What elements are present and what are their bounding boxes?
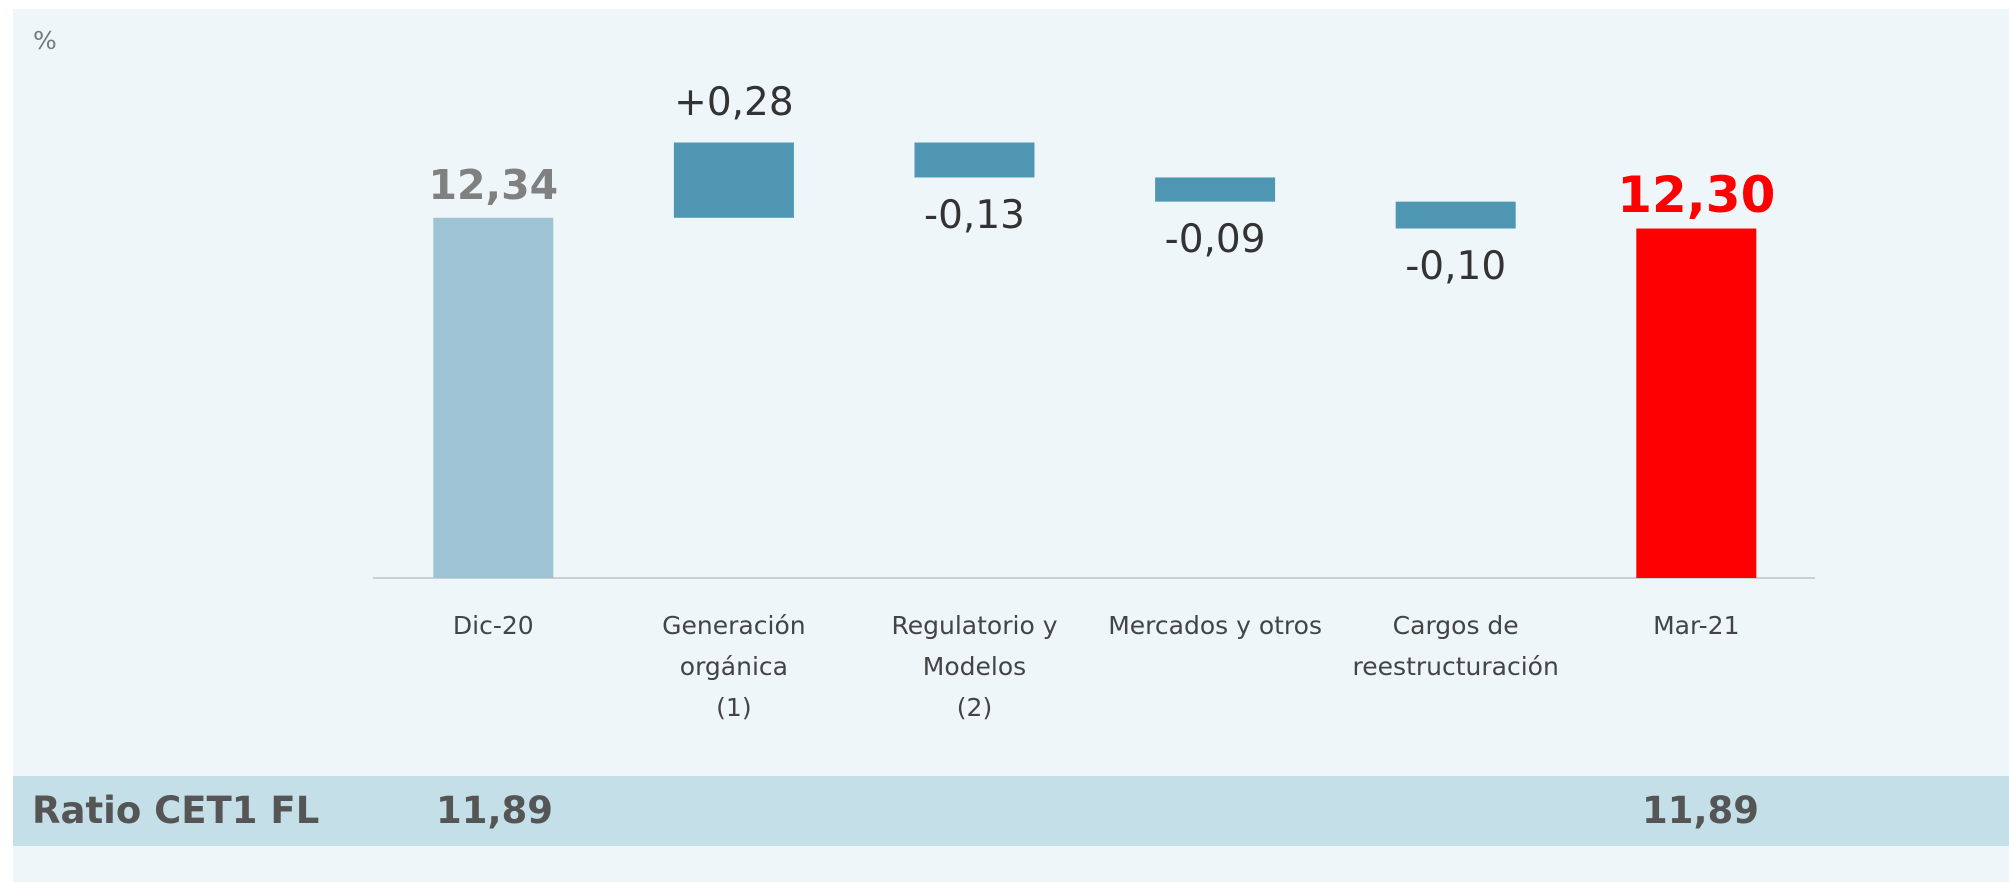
footer-cell: 11,89 bbox=[436, 789, 554, 832]
value-label: -0,13 bbox=[924, 193, 1025, 238]
value-label: 12,30 bbox=[1617, 166, 1775, 224]
x-tick-label: Mar-21 bbox=[1653, 611, 1740, 640]
value-label: -0,10 bbox=[1405, 244, 1506, 289]
x-tick-label: Dic-20 bbox=[452, 611, 534, 640]
footer-cell: 11,89 bbox=[1642, 789, 1760, 832]
x-tick-label: Cargos de reestructuración bbox=[1352, 611, 1559, 681]
delta-bar bbox=[914, 142, 1035, 178]
total-bar bbox=[433, 217, 554, 578]
x-tick-label: Regulatorio y Modelos (2) bbox=[891, 611, 1058, 722]
value-label: 12,34 bbox=[428, 161, 558, 209]
delta-bar bbox=[1155, 177, 1276, 202]
value-label: +0,28 bbox=[674, 80, 794, 125]
delta-bar bbox=[1395, 201, 1516, 229]
delta-bar bbox=[673, 142, 794, 218]
x-tick-label: Mercados y otros bbox=[1108, 611, 1322, 640]
total-bar bbox=[1636, 228, 1757, 578]
unit-label: % bbox=[33, 26, 57, 55]
footer-row bbox=[13, 776, 2009, 846]
value-label: -0,09 bbox=[1165, 217, 1266, 262]
x-tick-label: Generación orgánica (1) bbox=[662, 611, 806, 722]
footer-label: Ratio CET1 FL bbox=[32, 789, 320, 832]
